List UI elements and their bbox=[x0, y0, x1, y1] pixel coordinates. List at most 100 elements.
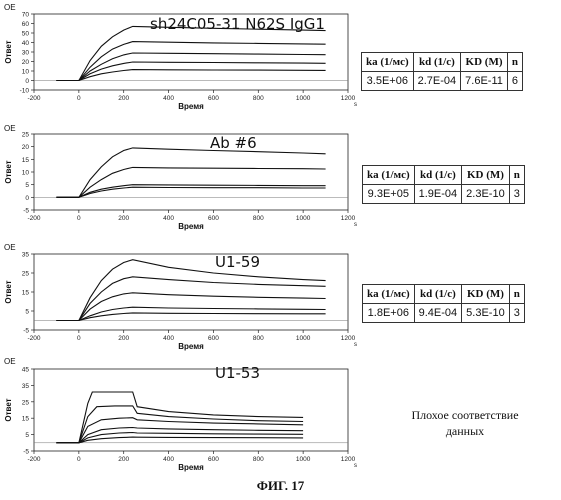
kinetics-table-1: ka (1/мс) kd (1/c) KD (M) n 3.5E+06 2.7E… bbox=[361, 52, 523, 91]
header-ka: ka (1/мс) bbox=[362, 53, 414, 72]
sensorgram-chart: -50510152025-200020040060080010001200Вре… bbox=[0, 120, 360, 245]
sensorgram-panel-3: ОЕ U1-59 -55152535-200020040060080010001… bbox=[0, 240, 360, 365]
x-tick-label: -200 bbox=[27, 335, 40, 342]
header-n: n bbox=[507, 53, 522, 72]
x-tick-label: 0 bbox=[77, 95, 81, 102]
y-tick-label: 25 bbox=[22, 399, 30, 406]
sensorgram-chart: -5515253545-200020040060080010001200Врем… bbox=[0, 355, 360, 480]
x-axis-label: Время bbox=[178, 463, 204, 472]
y-tick-label: 40 bbox=[22, 40, 30, 47]
y-tick-label: 5 bbox=[25, 432, 29, 439]
sensorgram-chart: -55152535-200020040060080010001200Времяs… bbox=[0, 240, 360, 365]
series-line-3 bbox=[56, 53, 325, 81]
value-KD: 5.3E-10 bbox=[462, 304, 510, 323]
x-tick-label: -200 bbox=[27, 215, 40, 222]
x-tick-label: 1000 bbox=[296, 335, 311, 342]
header-ka: ka (1/мс) bbox=[363, 285, 415, 304]
value-ka: 9.3E+05 bbox=[363, 185, 415, 204]
y-tick-label: 20 bbox=[22, 59, 30, 66]
x-tick-label: 1000 bbox=[296, 95, 311, 102]
sensorgram-panel-2: ОЕ Ab #6 -50510152025-200020040060080010… bbox=[0, 120, 360, 245]
x-tick-label: 200 bbox=[118, 335, 129, 342]
x-tick-label: 1000 bbox=[296, 456, 311, 463]
x-tick-label: 200 bbox=[118, 215, 129, 222]
y-tick-label: 15 bbox=[22, 290, 30, 297]
y-axis-label: Ответ bbox=[4, 280, 13, 303]
header-KD: KD (M) bbox=[461, 53, 508, 72]
y-tick-label: -5 bbox=[23, 449, 29, 456]
y-tick-label: 5 bbox=[25, 182, 29, 189]
value-kd: 2.7E-04 bbox=[413, 72, 461, 91]
figure-label: ФИГ. 17 bbox=[0, 478, 561, 494]
y-tick-label: 25 bbox=[22, 132, 30, 139]
y-tick-label: -5 bbox=[23, 328, 29, 335]
kinetics-table-3: ka (1/мс) kd (1/c) KD (M) n 1.8E+06 9.4E… bbox=[362, 284, 525, 323]
plot-frame bbox=[34, 134, 348, 210]
x-tick-label: 600 bbox=[208, 215, 219, 222]
series-line-1 bbox=[56, 260, 325, 321]
x-tick-label: 1000 bbox=[296, 215, 311, 222]
x-tick-label: 800 bbox=[253, 335, 264, 342]
x-tick-label: 0 bbox=[77, 215, 81, 222]
x-tick-label: 400 bbox=[163, 215, 174, 222]
poor-fit-note-line-2: данных bbox=[395, 423, 535, 439]
header-kd: kd (1/c) bbox=[413, 53, 461, 72]
series-line-6 bbox=[56, 437, 303, 443]
poor-fit-note: Плохое соответствие данных bbox=[395, 407, 535, 439]
x-axis-label: Время bbox=[178, 222, 204, 231]
x-axis-label: Время bbox=[178, 102, 204, 111]
x-axis-unit: s bbox=[354, 102, 357, 108]
header-n: n bbox=[509, 166, 524, 185]
y-tick-label: 35 bbox=[22, 252, 30, 259]
y-tick-label: 70 bbox=[22, 12, 30, 19]
y-tick-label: 20 bbox=[22, 144, 30, 151]
value-n: 3 bbox=[509, 304, 524, 323]
value-kd: 9.4E-04 bbox=[414, 304, 462, 323]
series-line-3 bbox=[56, 185, 325, 198]
x-tick-label: 1200 bbox=[341, 335, 356, 342]
header-n: n bbox=[509, 285, 524, 304]
x-tick-label: 600 bbox=[208, 456, 219, 463]
series-line-4 bbox=[56, 62, 325, 81]
y-tick-label: 35 bbox=[22, 383, 30, 390]
y-tick-label: 0 bbox=[25, 78, 29, 85]
y-tick-label: 25 bbox=[22, 271, 30, 278]
value-kd: 1.9E-04 bbox=[414, 185, 462, 204]
y-tick-label: 30 bbox=[22, 50, 30, 57]
x-tick-label: 0 bbox=[77, 335, 81, 342]
value-KD: 2.3E-10 bbox=[462, 185, 510, 204]
x-tick-label: 200 bbox=[118, 95, 129, 102]
poor-fit-note-line-1: Плохое соответствие bbox=[395, 407, 535, 423]
x-axis-label: Время bbox=[178, 342, 204, 351]
sensorgram-panel-4: ОЕ U1-53 -5515253545-2000200400600800100… bbox=[0, 355, 360, 480]
x-tick-label: 400 bbox=[163, 95, 174, 102]
x-axis-unit: s bbox=[354, 342, 357, 348]
series-line-4 bbox=[56, 187, 325, 197]
value-n: 3 bbox=[509, 185, 524, 204]
y-tick-label: 5 bbox=[25, 309, 29, 316]
value-n: 6 bbox=[507, 72, 522, 91]
y-tick-label: 45 bbox=[22, 367, 30, 374]
x-tick-label: 1200 bbox=[341, 95, 356, 102]
x-tick-label: 1200 bbox=[341, 456, 356, 463]
header-kd: kd (1/c) bbox=[414, 285, 462, 304]
x-tick-label: 400 bbox=[163, 335, 174, 342]
x-tick-label: 1200 bbox=[341, 215, 356, 222]
y-tick-label: 0 bbox=[25, 195, 29, 202]
y-axis-label: Ответ bbox=[4, 398, 13, 421]
x-tick-label: 800 bbox=[253, 456, 264, 463]
value-ka: 3.5E+06 bbox=[362, 72, 414, 91]
header-KD: KD (M) bbox=[462, 285, 510, 304]
x-tick-label: 400 bbox=[163, 456, 174, 463]
y-tick-label: 10 bbox=[22, 170, 30, 177]
value-KD: 7.6E-11 bbox=[461, 72, 508, 91]
value-ka: 1.8E+06 bbox=[363, 304, 415, 323]
series-line-4 bbox=[56, 428, 303, 443]
y-tick-label: -5 bbox=[23, 208, 29, 215]
sensorgram-panel-1: ОЕ sh24C05-31 N62S IgG1 -100102030405060… bbox=[0, 0, 360, 125]
x-axis-unit: s bbox=[354, 463, 357, 469]
header-ka: ka (1/мс) bbox=[363, 166, 415, 185]
y-tick-label: 15 bbox=[22, 416, 30, 423]
x-tick-label: 800 bbox=[253, 95, 264, 102]
x-tick-label: 0 bbox=[77, 456, 81, 463]
